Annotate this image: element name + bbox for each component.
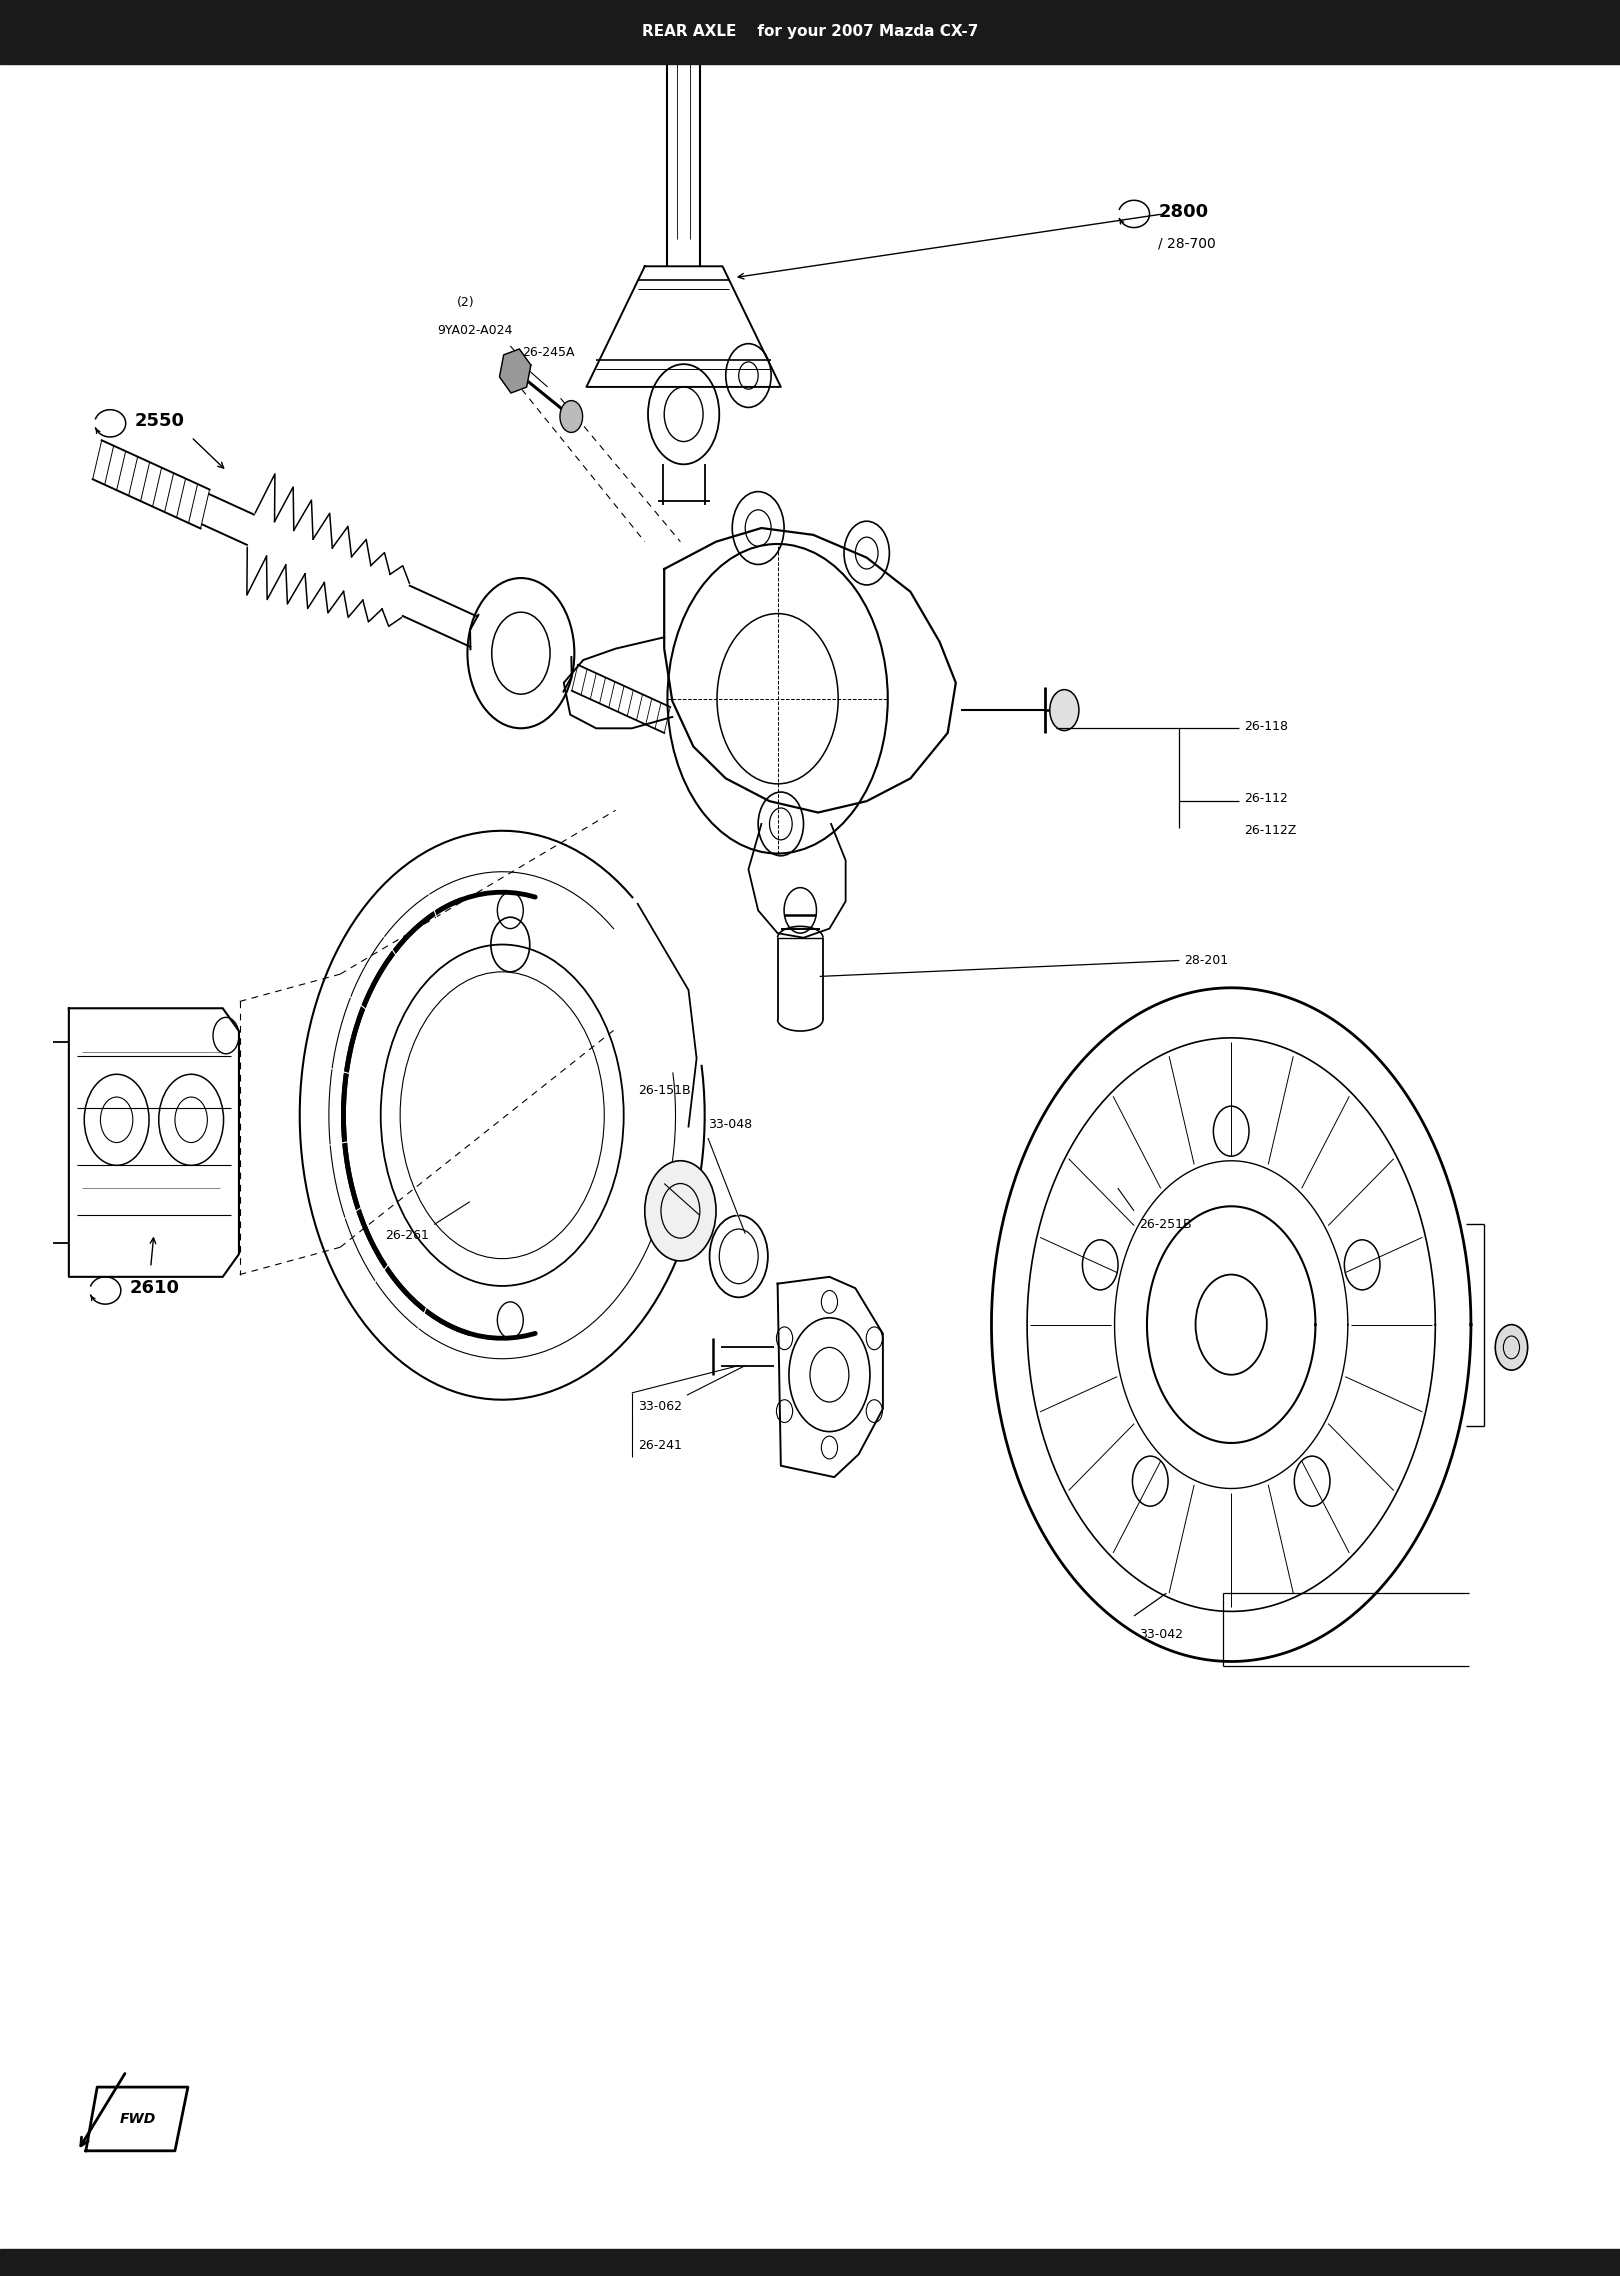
Text: FWD: FWD [120,2112,156,2126]
Text: 26-112Z: 26-112Z [1244,824,1296,838]
Text: 33-062: 33-062 [638,1400,682,1413]
Text: 26-245A: 26-245A [522,346,573,360]
Text: 28-201: 28-201 [1184,954,1228,967]
Text: 33-042: 33-042 [1139,1627,1183,1641]
Circle shape [1050,690,1079,731]
Text: 26-151B: 26-151B [638,1083,690,1097]
Bar [0,2249,1620,2276]
Text: / 28-700: / 28-700 [1158,237,1217,250]
Text: 2550: 2550 [134,412,185,430]
Circle shape [645,1161,716,1261]
Text: 9YA02-A024: 9YA02-A024 [437,323,514,337]
Polygon shape [499,348,531,394]
Circle shape [1495,1325,1528,1370]
Text: 2610: 2610 [130,1279,180,1297]
Text: 26-112: 26-112 [1244,792,1288,806]
Text: REAR AXLE    for your 2007 Mazda CX-7: REAR AXLE for your 2007 Mazda CX-7 [642,25,978,39]
Text: 26-241: 26-241 [638,1438,682,1452]
Text: 26-251B: 26-251B [1139,1218,1191,1231]
Bar [0,0,1620,64]
Circle shape [561,401,583,432]
Text: 26-261: 26-261 [386,1229,429,1243]
Text: 33-048: 33-048 [708,1118,752,1131]
Text: 2800: 2800 [1158,203,1209,221]
Text: 26-118: 26-118 [1244,719,1288,733]
Text: (2): (2) [457,296,475,310]
